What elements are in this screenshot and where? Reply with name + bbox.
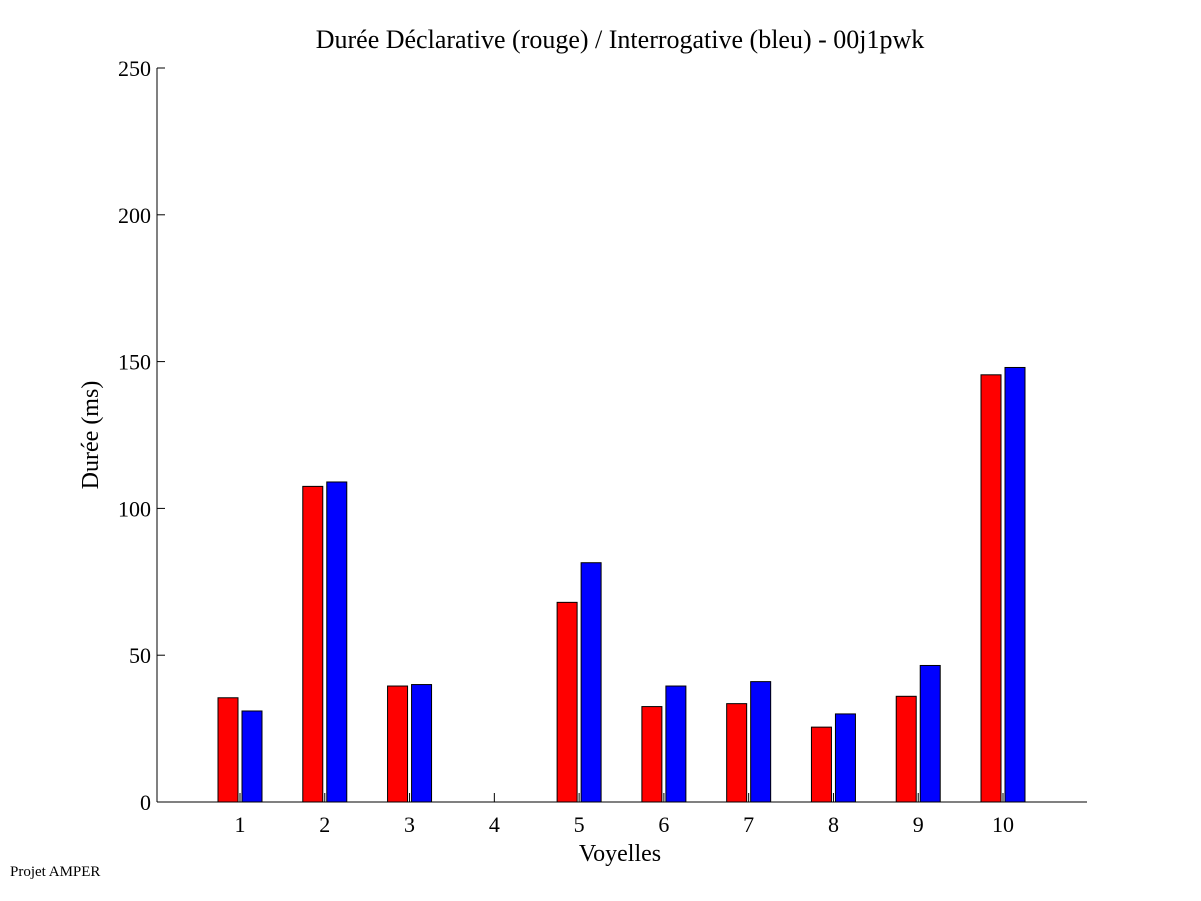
- chart-title: Durée Déclarative (rouge) / Interrogativ…: [316, 25, 925, 54]
- bar-red-10: [980, 374, 1002, 803]
- x-tick-label: 10: [992, 812, 1014, 837]
- y-axis-label: Durée (ms): [78, 381, 104, 490]
- y-axis-ticks: 0 50 100 150 200 250: [118, 56, 165, 815]
- bar-red-9: [895, 695, 917, 803]
- y-tick-label: 150: [118, 350, 151, 375]
- x-axis-ticks: 1 2 3 4 5 6 7 8 9 10: [235, 793, 1014, 837]
- x-tick-label: 2: [319, 812, 330, 837]
- bar-red-2: [302, 485, 324, 803]
- footer-credit: Projet AMPER: [10, 864, 101, 880]
- y-tick-label: 50: [129, 643, 151, 668]
- x-tick-label: 3: [404, 812, 415, 837]
- x-tick-label: 9: [913, 812, 924, 837]
- bar-blue-2: [326, 481, 348, 803]
- x-tick-label: 7: [743, 812, 754, 837]
- bars-group: [217, 366, 1026, 803]
- bar-blue-3: [411, 684, 433, 803]
- x-tick-label: 5: [574, 812, 585, 837]
- x-axis-label: Voyelles: [579, 841, 661, 867]
- bar-blue-5: [580, 562, 602, 803]
- bar-blue-6: [665, 685, 687, 803]
- bar-blue-8: [834, 713, 856, 803]
- bar-blue-10: [1004, 366, 1026, 803]
- bar-red-1: [217, 697, 239, 803]
- bar-red-7: [726, 703, 748, 803]
- bar-red-3: [387, 685, 409, 803]
- bar-red-8: [810, 726, 832, 803]
- bar-blue-7: [750, 681, 772, 803]
- x-tick-label: 4: [489, 812, 500, 837]
- x-tick-label: 8: [828, 812, 839, 837]
- y-tick-label: 250: [118, 56, 151, 81]
- y-tick-label: 0: [140, 790, 151, 815]
- y-tick-label: 200: [118, 203, 151, 228]
- x-tick-label: 6: [658, 812, 669, 837]
- bar-blue-9: [919, 664, 941, 803]
- bar-red-6: [641, 706, 663, 803]
- bar-blue-1: [241, 710, 263, 803]
- y-tick-label: 100: [118, 496, 151, 521]
- bar-red-5: [556, 601, 578, 803]
- x-tick-label: 1: [235, 812, 246, 837]
